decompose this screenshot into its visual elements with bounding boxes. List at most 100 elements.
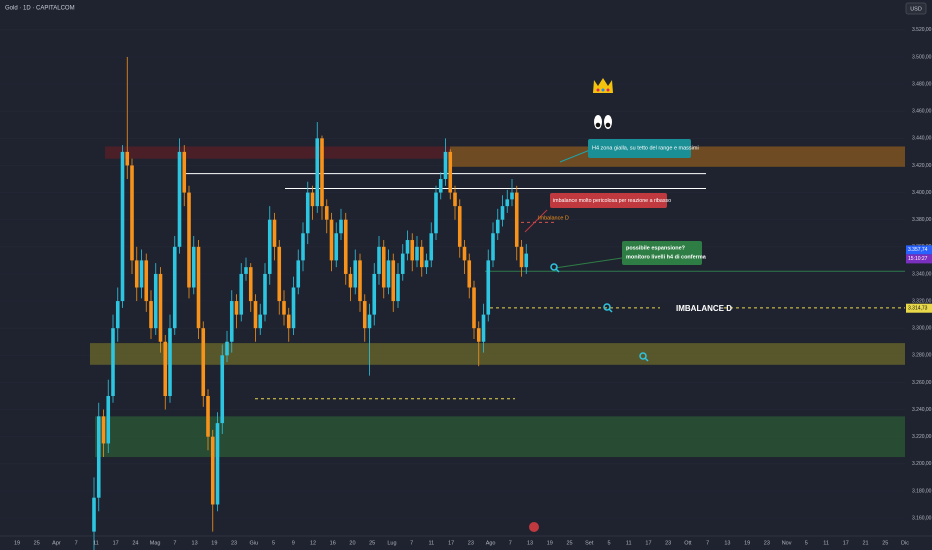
candle-body xyxy=(438,179,443,193)
candle-body xyxy=(500,206,505,220)
candle-body xyxy=(177,151,182,247)
candle-body xyxy=(301,233,305,261)
magnifier-icon[interactable] xyxy=(550,263,649,362)
candle-body xyxy=(92,497,96,532)
x-tick-label: 7 xyxy=(75,540,78,546)
candle-body xyxy=(272,219,277,247)
x-tick-label: 17 xyxy=(645,540,651,546)
x-tick-label: 19 xyxy=(211,540,217,546)
candle-body xyxy=(239,273,244,315)
candle-body xyxy=(168,328,172,396)
y-tick-label: 3.420,00 xyxy=(912,163,932,169)
candle-body xyxy=(215,423,220,505)
label-bg xyxy=(660,303,720,315)
candle-body xyxy=(158,273,163,342)
candle-body xyxy=(248,267,253,302)
candle-body xyxy=(229,301,234,342)
candle-body xyxy=(286,314,291,329)
candle-body xyxy=(391,260,396,302)
candle-body xyxy=(339,219,343,234)
logo-icon[interactable] xyxy=(529,522,539,532)
x-tick-label: 24 xyxy=(132,540,138,546)
candle-body xyxy=(462,246,467,261)
x-tick-label: 19 xyxy=(744,540,750,546)
currency-box[interactable] xyxy=(905,2,927,15)
annotation-box xyxy=(622,241,702,265)
candle-body xyxy=(486,260,491,315)
candle-body xyxy=(491,233,495,261)
y-tick-label: 3.440,00 xyxy=(912,136,932,142)
x-tick-label: 19 xyxy=(14,540,20,546)
candle-body xyxy=(410,240,415,261)
x-tick-label: 21 xyxy=(862,540,868,546)
y-tick-label: 3.320,00 xyxy=(912,298,932,304)
x-tick-label: 11 xyxy=(93,540,99,546)
candle-body xyxy=(263,273,267,315)
candle-body xyxy=(372,273,377,315)
candle-body xyxy=(234,301,239,315)
price-tag-label: 3.357,74 xyxy=(908,247,928,253)
candle-body xyxy=(457,206,462,247)
candle-body xyxy=(101,416,106,444)
x-tick-label: Mag xyxy=(150,540,161,546)
candle-body xyxy=(405,240,410,254)
candle-body xyxy=(429,233,434,261)
candle-body xyxy=(196,246,201,329)
price-tag-label: 3.314,73 xyxy=(908,306,928,312)
y-tick-label: 3.200,00 xyxy=(912,461,932,467)
candle-body xyxy=(206,395,210,437)
y-tick-label: 3.260,00 xyxy=(912,380,932,386)
y-tick-label: 3.340,00 xyxy=(912,271,932,277)
candle-body xyxy=(334,233,339,261)
x-tick-label: 7 xyxy=(410,540,413,546)
candle-body xyxy=(419,246,424,268)
x-tick-label: 7 xyxy=(706,540,709,546)
candle-body xyxy=(367,314,372,329)
x-tick-label: 20 xyxy=(349,540,355,546)
x-tick-label: 25 xyxy=(34,540,40,546)
symbol-label: Gold · 1D · CAPITALCOM xyxy=(5,6,75,12)
x-tick-label: Set xyxy=(585,540,594,546)
y-tick-label: 3.180,00 xyxy=(912,488,932,494)
candle-body xyxy=(120,151,125,302)
candle-body xyxy=(163,341,168,396)
candle-body xyxy=(187,192,191,288)
x-tick-label: Nov xyxy=(782,540,792,546)
x-tick-label: 25 xyxy=(566,540,572,546)
zone xyxy=(95,416,905,458)
x-tick-label: 13 xyxy=(527,540,533,546)
x-tick-label: 11 xyxy=(429,540,435,546)
candle-body xyxy=(377,246,381,274)
candle-body xyxy=(481,314,486,342)
candle-body xyxy=(386,260,391,288)
y-tick-label: 3.240,00 xyxy=(912,407,932,413)
y-tick-label: 3.160,00 xyxy=(912,515,932,521)
zone xyxy=(90,343,905,365)
candle-body xyxy=(353,260,358,288)
candle-body xyxy=(267,219,272,274)
candle-body xyxy=(291,287,296,329)
crown-icon xyxy=(593,78,613,93)
candle-body xyxy=(519,246,524,268)
price-tag xyxy=(906,245,932,255)
y-tick-label: 3.300,00 xyxy=(912,326,932,332)
x-tick-label: 5 xyxy=(272,540,275,546)
candle-body xyxy=(172,246,177,329)
y-tick-label: 3.380,00 xyxy=(912,217,932,223)
x-tick-label: Apr xyxy=(52,540,61,546)
y-tick-label: 3.280,00 xyxy=(912,353,932,359)
candle-body xyxy=(106,395,111,444)
annotation-text: Imbalance D xyxy=(538,215,569,221)
candle-body xyxy=(448,151,453,193)
candle-body xyxy=(201,328,206,396)
candle-body xyxy=(415,246,419,261)
callout-line xyxy=(559,149,591,163)
candles xyxy=(92,56,529,550)
candle-body xyxy=(381,246,386,288)
annotation-box xyxy=(588,139,691,158)
x-tick-label: 13 xyxy=(724,540,730,546)
candle-body xyxy=(210,436,215,505)
x-tick-label: 11 xyxy=(823,540,829,546)
candle-body xyxy=(310,192,315,207)
x-tick-label: 23 xyxy=(665,540,671,546)
